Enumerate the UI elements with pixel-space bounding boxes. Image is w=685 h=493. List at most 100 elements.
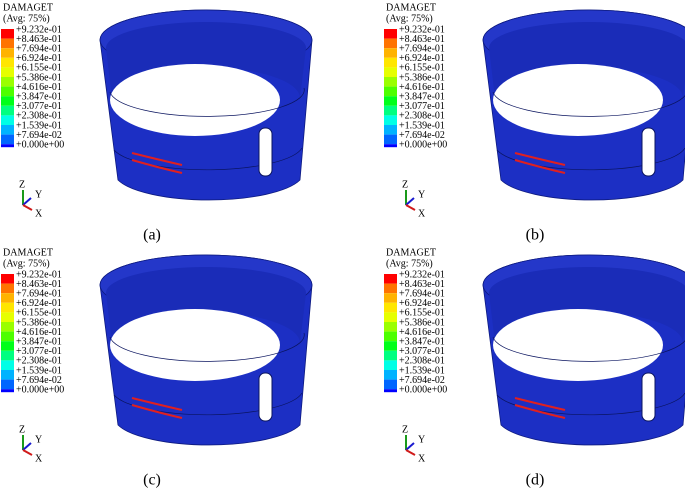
crack (131, 159, 183, 174)
legend-label: +9.232e-01 (16, 24, 62, 35)
legend-label: +6.155e-01 (399, 63, 445, 74)
legend-swatch (384, 350, 397, 361)
legend-label: +5.386e-01 (399, 72, 445, 83)
legend-swatch (384, 86, 397, 97)
legend-label: +0.000e+00 (399, 384, 447, 395)
legend-label: +5.386e-01 (399, 317, 445, 328)
legend-swatch (1, 115, 14, 125)
inner-wall (489, 267, 685, 343)
axis-label: X (35, 208, 43, 219)
legend-title: DAMAGET (386, 247, 436, 258)
axis-label: Z (402, 179, 408, 190)
axis-label: X (418, 208, 426, 219)
hole (493, 64, 663, 136)
inner-wall (106, 22, 306, 98)
legend-label: +8.463e-01 (399, 34, 445, 45)
legend-swatch (384, 360, 397, 370)
axis-x (405, 449, 416, 456)
slot (258, 127, 273, 177)
legend-label: +6.924e-01 (399, 298, 445, 309)
axis-y (22, 442, 32, 451)
crack (131, 404, 183, 419)
legend-swatch (1, 302, 14, 313)
legend-label: +3.077e-01 (16, 101, 62, 112)
legend-label: +6.155e-01 (16, 308, 62, 319)
legend-title: DAMAGET (386, 2, 436, 13)
legend-label: +1.539e-01 (16, 120, 62, 131)
legend-label: +1.539e-01 (399, 365, 445, 376)
legend-swatch (1, 125, 14, 135)
axis-x (405, 204, 416, 211)
legend-label: +7.694e-02 (399, 130, 445, 141)
legend-swatch (1, 312, 14, 322)
legend-swatch (384, 389, 397, 393)
legend-label: +7.694e-01 (399, 288, 445, 299)
legend-swatch (1, 322, 14, 332)
axis-label: Z (19, 179, 25, 190)
legend-swatch (1, 274, 14, 284)
legend-label: +3.077e-01 (399, 346, 445, 357)
legend-swatch (1, 341, 14, 351)
legend-label: +1.539e-01 (399, 120, 445, 131)
legend-swatch (384, 370, 397, 380)
legend-swatch (384, 48, 397, 58)
legend-swatch (384, 57, 397, 68)
axis-label: Y (35, 189, 42, 200)
seam (109, 87, 305, 117)
legend-label: +7.694e-02 (399, 375, 445, 386)
seam (109, 332, 305, 362)
legend-swatch (1, 134, 14, 145)
axis-y (22, 197, 32, 206)
legend-swatch (1, 144, 14, 148)
legend-label: +0.000e+00 (399, 139, 447, 150)
panel: DAMAGET(Avg: 75%)+9.232e-01+8.463e-01+7.… (1, 2, 313, 244)
legend-label: +2.308e-01 (399, 111, 445, 122)
legend-label: +6.924e-01 (16, 53, 62, 64)
legend-swatch (1, 57, 14, 68)
legend-label: +6.155e-01 (399, 308, 445, 319)
legend-label: +9.232e-01 (399, 269, 445, 280)
legend-swatch (384, 274, 397, 284)
legend-label: +4.616e-01 (16, 327, 62, 338)
legend-swatch (1, 86, 14, 97)
legend-label: +1.539e-01 (16, 365, 62, 376)
legend-swatch (384, 293, 397, 303)
panel: DAMAGET(Avg: 75%)+9.232e-01+8.463e-01+7.… (384, 2, 685, 244)
crack (514, 404, 566, 419)
legend-swatch (384, 322, 397, 332)
legend-label: +2.308e-01 (16, 356, 62, 367)
legend-swatch (1, 38, 14, 49)
seam (496, 392, 685, 416)
legend-label: +7.694e-01 (16, 288, 62, 299)
caption: (d) (526, 472, 545, 489)
legend-label: +3.847e-01 (399, 336, 445, 347)
legend-swatch (384, 29, 397, 39)
legend-swatch (1, 96, 14, 106)
hole (110, 309, 280, 381)
legend-label: +2.308e-01 (16, 111, 62, 122)
crack (131, 152, 183, 166)
slot (258, 372, 273, 422)
crack (514, 397, 566, 411)
axis-label: X (418, 453, 426, 464)
legend-swatch (1, 370, 14, 380)
axis-label: Z (402, 424, 408, 435)
model (99, 254, 313, 446)
legend-label: +3.847e-01 (399, 91, 445, 102)
crack (514, 152, 566, 166)
legend-swatch (384, 134, 397, 145)
legend-title: DAMAGET (3, 247, 53, 258)
legend-swatch (1, 331, 14, 342)
slot (641, 127, 656, 177)
panel: DAMAGET(Avg: 75%)+9.232e-01+8.463e-01+7.… (384, 247, 685, 489)
axis-x (22, 449, 33, 456)
legend-label: +8.463e-01 (16, 34, 62, 45)
legend-swatch (1, 29, 14, 39)
hole (493, 309, 663, 381)
legend-swatch (384, 379, 397, 390)
legend-swatch (384, 96, 397, 106)
legend-swatch (384, 115, 397, 125)
axis-label: Y (418, 434, 425, 445)
legend-swatch (1, 360, 14, 370)
legend-label: +0.000e+00 (16, 384, 64, 395)
